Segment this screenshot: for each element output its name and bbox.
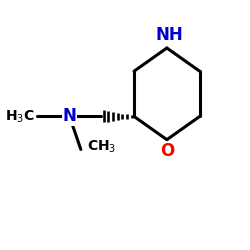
Text: O: O xyxy=(160,142,174,160)
Text: H$_3$C: H$_3$C xyxy=(5,108,34,125)
Text: NH: NH xyxy=(155,26,183,44)
Text: N: N xyxy=(62,108,76,126)
Text: CH$_3$: CH$_3$ xyxy=(86,139,116,155)
